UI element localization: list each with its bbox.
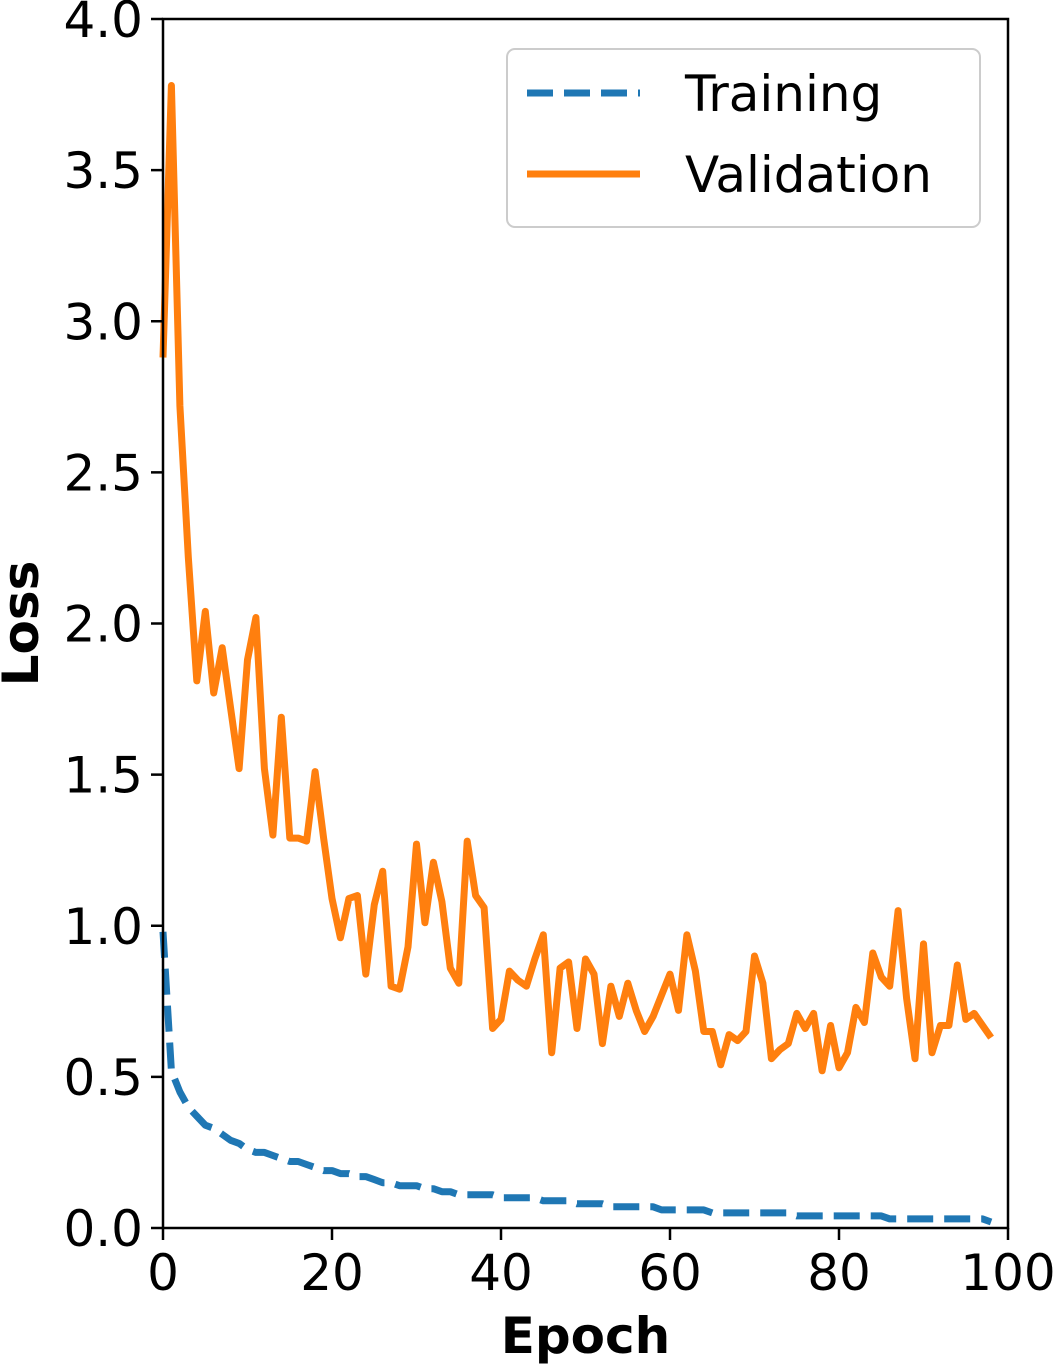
- legend-label-training: Training: [684, 65, 882, 123]
- x-tick-label: 100: [960, 1244, 1055, 1302]
- y-tick-label: 3.5: [63, 142, 143, 200]
- x-axis: 0 20 40 60 80 100: [147, 1228, 1056, 1302]
- x-tick-label: 20: [300, 1244, 364, 1302]
- y-axis-title: Loss: [0, 561, 50, 687]
- legend-label-validation: Validation: [685, 146, 932, 204]
- x-tick-label: 0: [147, 1244, 179, 1302]
- y-tick-label: 4.0: [63, 0, 143, 49]
- series-line-validation: [159, 82, 994, 1075]
- x-tick-label: 40: [469, 1244, 533, 1302]
- y-tick-label: 0.5: [63, 1049, 143, 1107]
- y-tick-label: 1.0: [63, 898, 143, 956]
- x-tick-label: 80: [807, 1244, 871, 1302]
- series-line-training: [159, 931, 993, 1226]
- y-tick-label: 0.0: [63, 1200, 143, 1258]
- y-tick-label: 2.0: [63, 596, 143, 654]
- y-tick-label: 2.5: [63, 444, 143, 502]
- y-axis: 0.0 0.5 1.0 1.5 2.0 2.5 3.0 3.5 4.0: [63, 0, 163, 1258]
- legend: Training Validation: [506, 48, 981, 228]
- y-tick-label: 3.0: [63, 293, 143, 351]
- x-tick-label: 60: [638, 1244, 702, 1302]
- x-axis-title: Epoch: [501, 1307, 671, 1365]
- series-layer: [159, 82, 994, 1226]
- y-tick-label: 1.5: [63, 747, 143, 805]
